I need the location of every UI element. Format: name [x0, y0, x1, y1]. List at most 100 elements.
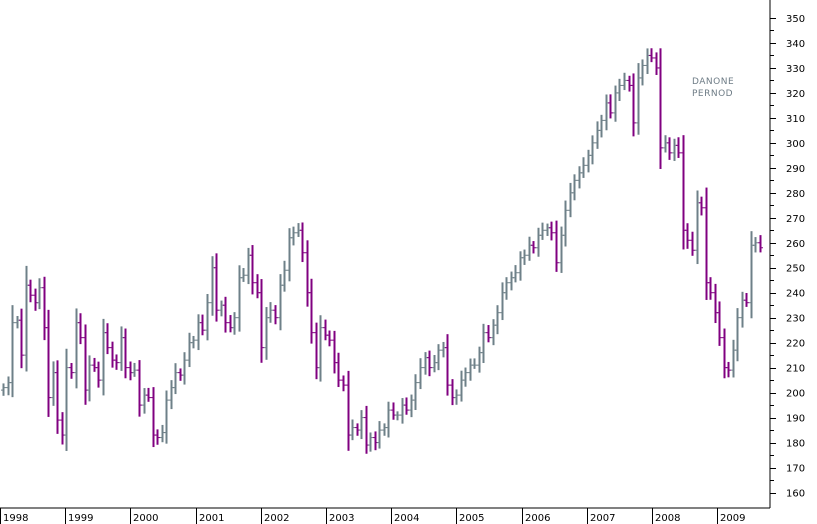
y-tick-label: 300	[786, 139, 805, 150]
ohlc-bar	[291, 226, 296, 246]
ohlc-bar	[531, 241, 536, 254]
ohlc-bar	[540, 222, 545, 240]
ohlc-bar	[346, 370, 351, 451]
ohlc-bar	[518, 251, 523, 281]
ohlc-bar	[654, 52, 659, 75]
ohlc-bar	[472, 358, 477, 369]
ohlc-bar	[46, 309, 51, 417]
ohlc-bar	[572, 174, 577, 201]
ohlc-bar	[255, 274, 260, 299]
ohlc-bar	[450, 379, 455, 406]
ohlc-bar	[409, 394, 414, 418]
ohlc-bar	[586, 149, 591, 173]
legend-label-danone: DANONE	[692, 77, 734, 87]
ohlc-bar	[477, 346, 482, 373]
ohlc-bar	[617, 78, 622, 102]
ohlc-bar	[55, 360, 60, 434]
y-tick-label: 290	[786, 164, 805, 175]
ohlc-bar	[173, 363, 178, 395]
ohlc-bar	[259, 279, 264, 363]
ohlc-bar	[341, 375, 346, 392]
y-tick-label: 260	[786, 239, 805, 250]
ohlc-bar	[554, 220, 559, 272]
ohlc-bar	[368, 432, 373, 452]
ohlc-bar	[119, 326, 124, 371]
ohlc-bar	[454, 389, 459, 405]
x-tick-label: 2000	[133, 513, 158, 524]
legend-label-pernod: PERNOD	[692, 89, 733, 99]
y-tick-label: 320	[786, 89, 805, 100]
ohlc-bar	[282, 260, 287, 292]
ohlc-bar	[364, 405, 369, 454]
ohlc-bar	[608, 94, 613, 119]
ohlc-bar	[486, 325, 491, 343]
ohlc-bar	[504, 277, 509, 300]
y-tick-label: 350	[786, 14, 805, 25]
ohlc-bar	[595, 121, 600, 149]
ohlc-bar	[613, 85, 618, 122]
ohlc-bar	[237, 265, 242, 332]
ohlc-bar	[649, 48, 654, 63]
ohlc-bar	[753, 237, 758, 253]
ohlc-bar	[636, 63, 641, 135]
ohlc-bar	[87, 355, 92, 402]
ohlc-bar	[268, 302, 273, 323]
ohlc-bar	[110, 341, 115, 368]
ohlc-bar	[604, 94, 609, 131]
ohlc-bar	[33, 288, 38, 311]
ohlc-bar	[15, 315, 20, 329]
ohlc-bar	[318, 315, 323, 382]
ohlc-bar	[105, 323, 110, 355]
ohlc-bar	[731, 339, 736, 378]
ohlc-bar	[622, 72, 627, 91]
ohlc-bar	[24, 265, 29, 372]
ohlc-bar	[631, 73, 636, 137]
ohlc-bar	[137, 360, 142, 417]
ohlc-bar	[64, 348, 69, 451]
y-tick-label: 310	[786, 114, 805, 125]
ohlc-bar	[386, 401, 391, 438]
y-tick-label: 190	[786, 414, 805, 425]
ohlc-bar	[287, 228, 292, 282]
ohlc-bar	[395, 411, 400, 421]
ohlc-bar	[132, 362, 137, 377]
y-tick-label: 280	[786, 189, 805, 200]
ohlc-bar	[590, 135, 595, 165]
ohlc-bar	[210, 256, 215, 316]
ohlc-bar	[377, 421, 382, 449]
ohlc-bar	[413, 374, 418, 410]
ohlc-bar	[640, 59, 645, 86]
y-tick-label: 330	[786, 64, 805, 75]
y-tick-label: 160	[786, 489, 805, 500]
ohlc-bar	[468, 358, 473, 381]
ohlc-bar	[42, 276, 47, 341]
ohlc-bar	[114, 354, 119, 370]
price-bars	[1, 48, 763, 454]
ohlc-bar	[74, 308, 79, 389]
y-tick-label: 180	[786, 439, 805, 450]
x-tick-label: 2003	[329, 513, 354, 524]
ohlc-bar	[128, 361, 133, 381]
ohlc-bar	[667, 137, 672, 160]
ohlc-bar	[314, 322, 319, 380]
ohlc-bar	[142, 388, 147, 414]
ohlc-bar	[672, 138, 677, 161]
ohlc-bar	[200, 314, 205, 336]
ohlc-bar	[169, 380, 174, 410]
x-tick-label: 2001	[199, 513, 224, 524]
y-tick-label: 210	[786, 364, 805, 375]
ohlc-bar	[509, 271, 514, 291]
ohlc-bar	[722, 328, 727, 379]
ohlc-bar	[495, 305, 500, 335]
ohlc-bar	[527, 236, 532, 261]
ohlc-bar	[436, 344, 441, 371]
ohlc-bar	[627, 75, 632, 92]
ohlc-bar	[219, 300, 224, 317]
ohlc-bar	[264, 307, 269, 360]
ohlc-bar	[123, 328, 128, 379]
ohlc-bar	[382, 423, 387, 436]
ohlc-bar	[685, 223, 690, 249]
ohlc-bar	[223, 296, 228, 333]
y-tick-label: 250	[786, 264, 805, 275]
x-tick-label: 2006	[525, 513, 550, 524]
